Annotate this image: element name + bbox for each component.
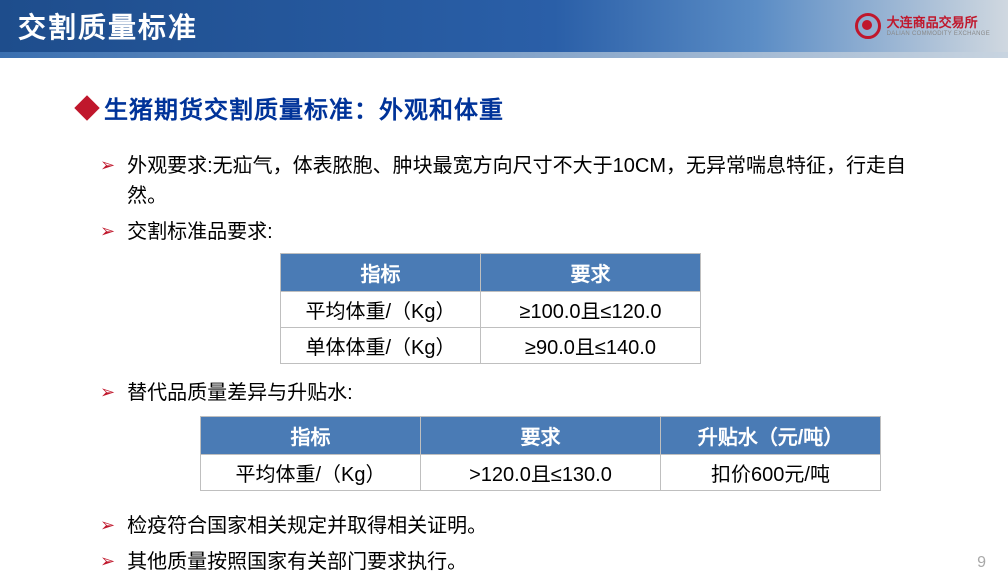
diamond-icon (74, 95, 99, 120)
t1-h1: 要求 (481, 254, 701, 292)
t2-h2: 升贴水（元/吨） (661, 417, 881, 455)
logo-swirl-icon (855, 13, 881, 39)
section-title-text: 生猪期货交割质量标准：外观和体重 (104, 90, 504, 125)
page-number: 9 (977, 554, 986, 572)
bullet-quarantine: ➢ 检疫符合国家相关规定并取得相关证明。 (100, 511, 938, 541)
title-bar: 交割质量标准 大连商品交易所 DALIAN COMMODITY EXCHANGE (0, 0, 1008, 52)
arrow-icon: ➢ (100, 217, 115, 245)
section-heading: 生猪期货交割质量标准：外观和体重 (78, 90, 938, 125)
bullet-standard-product: ➢ 交割标准品要求: (100, 217, 938, 247)
bullet-other: ➢ 其他质量按照国家有关部门要求执行。 (100, 547, 938, 577)
bullet-text: 检疫符合国家相关规定并取得相关证明。 (127, 511, 487, 541)
t1-r1c0: 单体体重/（Kg） (281, 328, 481, 364)
logo-en: DALIAN COMMODITY EXCHANGE (887, 31, 990, 37)
table2-wrap: 指标 要求 升贴水（元/吨） 平均体重/（Kg） >120.0且≤130.0 扣… (200, 416, 938, 491)
logo-text: 大连商品交易所 DALIAN COMMODITY EXCHANGE (887, 16, 990, 37)
t2-r0c1: >120.0且≤130.0 (421, 455, 661, 491)
page-title: 交割质量标准 (18, 6, 198, 46)
t1-r0c0: 平均体重/（Kg） (281, 292, 481, 328)
bullet-appearance: ➢ 外观要求:无疝气，体表脓胞、肿块最宽方向尺寸不大于10CM，无异常喘息特征，… (100, 151, 938, 211)
t2-h1: 要求 (421, 417, 661, 455)
substitute-table: 指标 要求 升贴水（元/吨） 平均体重/（Kg） >120.0且≤130.0 扣… (200, 416, 881, 491)
t2-r0c2: 扣价600元/吨 (661, 455, 881, 491)
table-row: 单体体重/（Kg） ≥90.0且≤140.0 (281, 328, 701, 364)
arrow-icon: ➢ (100, 511, 115, 539)
standard-product-table: 指标 要求 平均体重/（Kg） ≥100.0且≤120.0 单体体重/（Kg） … (280, 253, 701, 364)
content-area: 生猪期货交割质量标准：外观和体重 ➢ 外观要求:无疝气，体表脓胞、肿块最宽方向尺… (0, 52, 1008, 577)
bullet-text: 交割标准品要求: (127, 217, 273, 247)
t1-r1c1: ≥90.0且≤140.0 (481, 328, 701, 364)
t1-h0: 指标 (281, 254, 481, 292)
t2-h0: 指标 (201, 417, 421, 455)
table-row: 平均体重/（Kg） >120.0且≤130.0 扣价600元/吨 (201, 455, 881, 491)
table-row: 平均体重/（Kg） ≥100.0且≤120.0 (281, 292, 701, 328)
bullet-substitute: ➢ 替代品质量差异与升贴水: (100, 378, 938, 408)
logo-cn: 大连商品交易所 (887, 16, 990, 29)
bullet-text: 外观要求:无疝气，体表脓胞、肿块最宽方向尺寸不大于10CM，无异常喘息特征，行走… (127, 151, 938, 211)
bullet-list: ➢ 外观要求:无疝气，体表脓胞、肿块最宽方向尺寸不大于10CM，无异常喘息特征，… (100, 151, 938, 577)
arrow-icon: ➢ (100, 151, 115, 179)
logo: 大连商品交易所 DALIAN COMMODITY EXCHANGE (855, 13, 990, 39)
table1-wrap: 指标 要求 平均体重/（Kg） ≥100.0且≤120.0 单体体重/（Kg） … (280, 253, 938, 364)
arrow-icon: ➢ (100, 378, 115, 406)
t2-r0c0: 平均体重/（Kg） (201, 455, 421, 491)
t1-r0c1: ≥100.0且≤120.0 (481, 292, 701, 328)
bullet-text: 替代品质量差异与升贴水: (127, 378, 353, 408)
bullet-text: 其他质量按照国家有关部门要求执行。 (127, 547, 467, 577)
arrow-icon: ➢ (100, 547, 115, 575)
